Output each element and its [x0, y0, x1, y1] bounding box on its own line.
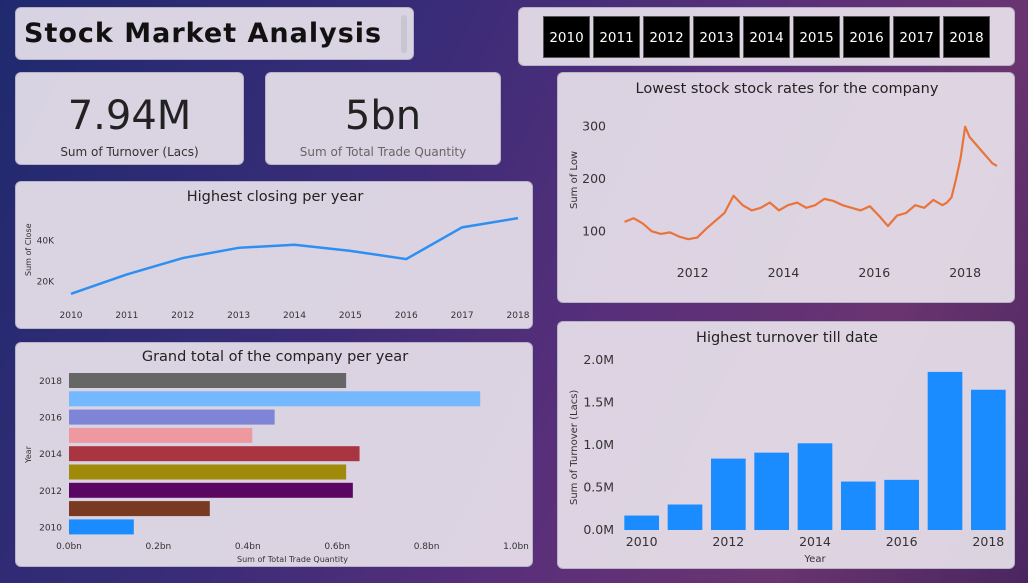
y-tick-label: 2018	[39, 377, 62, 387]
y-tick-label: 2014	[39, 450, 62, 460]
bar-2013	[754, 452, 789, 530]
x-tick-label: 2012	[712, 534, 744, 549]
x-tick-label: 2012	[677, 265, 709, 280]
chart-title: Lowest stock stock rates for the company	[636, 81, 939, 97]
highest-closing-chart: Highest closing per year Sum of Close 20K…	[24, 189, 530, 321]
bar-2014	[69, 446, 360, 462]
x-tick-label: 2010	[60, 311, 83, 321]
kpi-trade-quantity-value: 5bn	[344, 93, 422, 139]
grand-total-chart-card: Grand total of the company per year 2018…	[15, 342, 533, 567]
chart-title: Highest turnover till date	[696, 330, 878, 346]
bar-2015	[69, 427, 253, 443]
bar-2011	[667, 504, 703, 530]
y-tick-label: 40K	[37, 237, 55, 247]
y-tick-label: 2016	[39, 414, 62, 424]
x-tick-label: 0.0bn	[56, 542, 82, 552]
page-title: Stock Market Analysis	[24, 18, 383, 49]
x-tick-label: 2018	[949, 265, 981, 280]
x-tick-label: 2011	[115, 311, 138, 321]
bar-2017	[69, 391, 481, 407]
x-tick-label: 2015	[339, 311, 362, 321]
x-tick-label: 2014	[799, 534, 831, 549]
x-tick-label: 2010	[626, 534, 658, 549]
x-axis-label: Sum of Total Trade Quantity	[237, 555, 348, 564]
bar-2013	[69, 464, 347, 480]
title-card: Stock Market Analysis	[15, 7, 414, 60]
year-slicer: 2010 2011 2012 2013 2014 2015 2016 2017 …	[518, 7, 1015, 66]
year-button-2016[interactable]: 2016	[843, 16, 890, 58]
y-tick-label: 2010	[39, 523, 62, 533]
x-axis-label: Year	[803, 554, 826, 565]
kpi-trade-quantity-label: Sum of Total Trade Quantity	[299, 145, 467, 159]
x-tick-label: 0.2bn	[146, 542, 172, 552]
year-button-2015[interactable]: 2015	[793, 16, 840, 58]
x-tick-label: 2012	[171, 311, 194, 321]
bar-2010	[69, 519, 134, 535]
year-button-2017[interactable]: 2017	[893, 16, 940, 58]
y-tick-label: 300	[582, 119, 606, 134]
x-tick-label: 2018	[972, 534, 1004, 549]
year-button-2014[interactable]: 2014	[743, 16, 790, 58]
year-button-2012[interactable]: 2012	[643, 16, 690, 58]
closing-series-line	[70, 216, 519, 296]
bar-2011	[69, 501, 210, 517]
bar-2012	[69, 482, 353, 498]
low-series-line	[624, 125, 998, 241]
x-tick-label: 2013	[227, 311, 250, 321]
x-tick-label: 2014	[768, 265, 800, 280]
grand-total-chart: Grand total of the company per year 2018…	[24, 349, 529, 564]
bar-2015	[841, 481, 876, 530]
x-tick-label: 0.6bn	[324, 542, 350, 552]
y-tick-label: 1.5M	[583, 395, 614, 410]
y-axis-label: Year	[24, 445, 33, 464]
kpi-turnover-label: Sum of Turnover (Lacs)	[60, 145, 199, 159]
x-tick-label: 2016	[395, 311, 418, 321]
bar-2018	[971, 389, 1006, 530]
x-tick-label: 0.8bn	[414, 542, 440, 552]
year-button-2011[interactable]: 2011	[593, 16, 640, 58]
kpi-turnover-card: 7.94M Sum of Turnover (Lacs)	[15, 72, 244, 165]
y-tick-label: 20K	[37, 278, 55, 288]
y-tick-label: 1.0M	[583, 437, 614, 452]
year-button-2013[interactable]: 2013	[693, 16, 740, 58]
kpi-turnover-value: 7.94M	[67, 93, 192, 139]
x-tick-label: 2018	[507, 311, 530, 321]
y-axis-label: Sum of Turnover (Lacs)	[569, 390, 580, 505]
y-axis-label: Sum of Close	[24, 223, 33, 276]
y-tick-label: 2012	[39, 487, 62, 497]
bar-2010	[624, 515, 659, 530]
x-tick-label: 2014	[283, 311, 306, 321]
y-tick-label: 100	[582, 223, 606, 238]
bar-2014	[797, 443, 833, 530]
highest-turnover-chart: Highest turnover till date Sum of Turnov…	[569, 330, 1006, 565]
bar-2017	[927, 371, 963, 530]
x-tick-label: 2016	[886, 534, 918, 549]
x-tick-label: 2016	[858, 265, 890, 280]
highest-closing-chart-card: Highest closing per year Sum of Close 20K…	[15, 181, 533, 329]
kpi-trade-quantity-card: 5bn Sum of Total Trade Quantity	[265, 72, 501, 165]
lowest-rates-chart: Lowest stock stock rates for the company…	[569, 81, 998, 280]
bar-2018	[69, 373, 347, 388]
y-tick-label: 0.5M	[583, 480, 614, 495]
lowest-rates-chart-card: Lowest stock stock rates for the company…	[557, 72, 1015, 303]
x-tick-label: 1.0bn	[503, 542, 529, 552]
title-scrollbar[interactable]	[401, 15, 407, 53]
year-button-2018[interactable]: 2018	[943, 16, 990, 58]
bar-2016	[884, 479, 919, 530]
bar-2012	[711, 458, 746, 530]
y-tick-label: 0.0M	[583, 522, 614, 537]
highest-turnover-chart-card: Highest turnover till date Sum of Turnov…	[557, 321, 1015, 569]
year-button-2010[interactable]: 2010	[543, 16, 590, 58]
chart-title: Grand total of the company per year	[142, 349, 408, 365]
y-axis-label: Sum of Low	[569, 151, 580, 209]
x-tick-label: 0.4bn	[235, 542, 261, 552]
bar-2016	[69, 409, 275, 425]
chart-title: Highest closing per year	[187, 189, 364, 205]
x-tick-label: 2017	[451, 311, 474, 321]
y-tick-label: 2.0M	[583, 352, 614, 367]
y-tick-label: 200	[582, 171, 606, 186]
